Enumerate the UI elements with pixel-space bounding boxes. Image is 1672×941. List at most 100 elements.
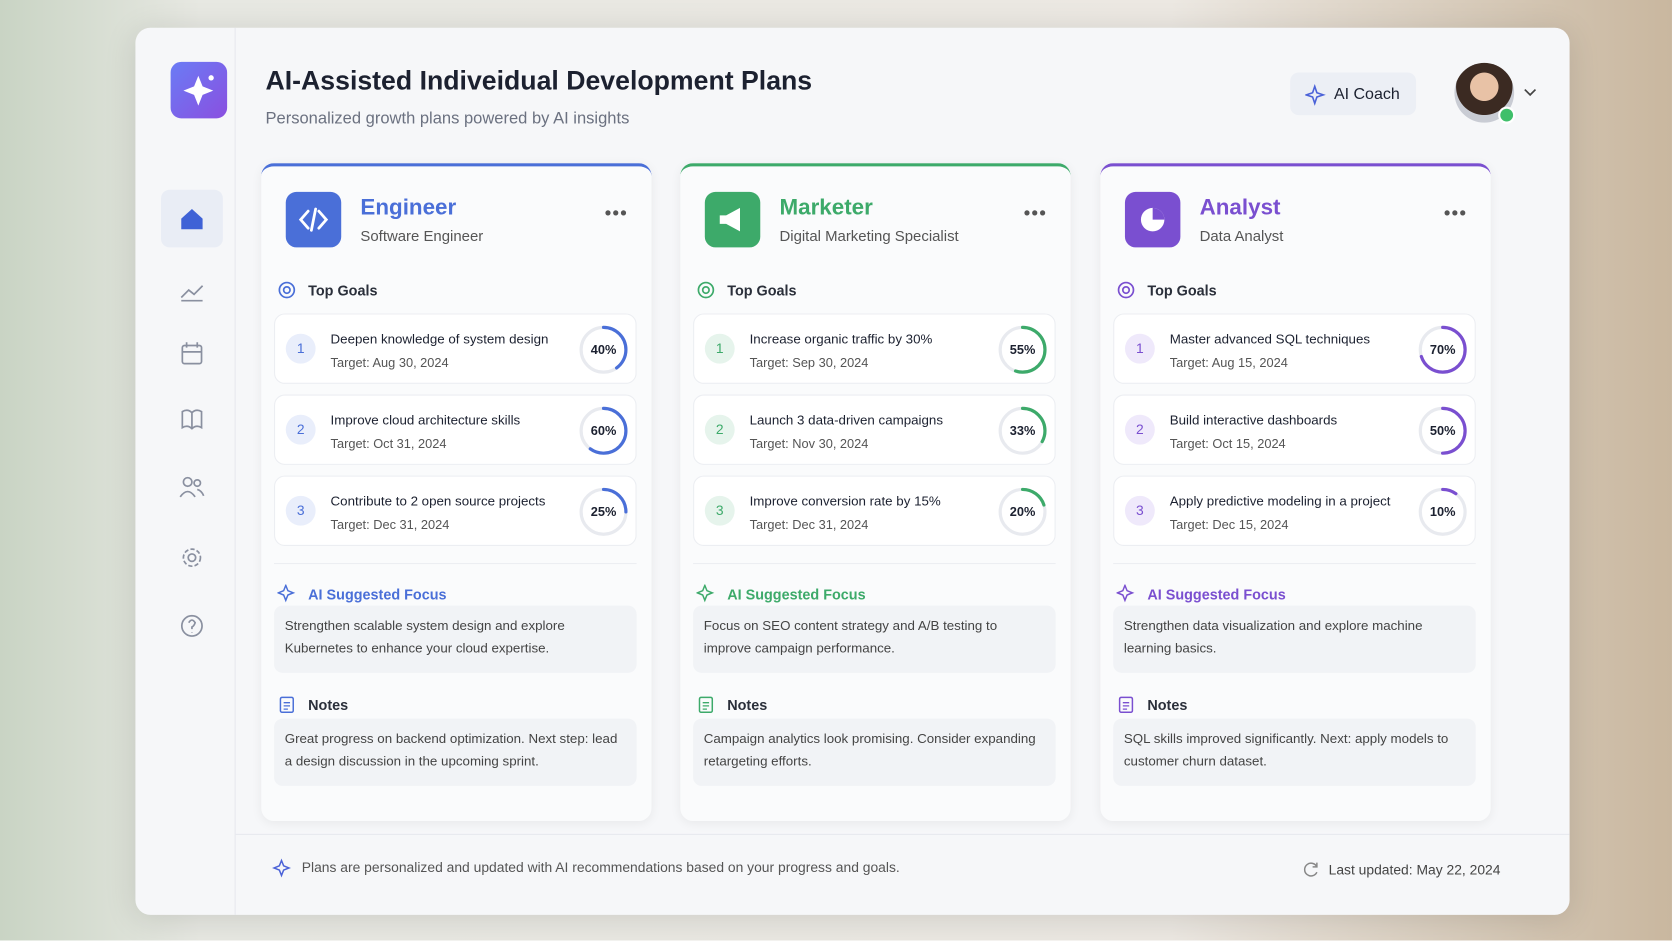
goal-number: 1 (704, 333, 735, 364)
focus-text: Strengthen scalable system design and ex… (274, 605, 637, 673)
notes-label: Notes (727, 697, 768, 714)
divider (1113, 563, 1476, 565)
card-menu[interactable]: ••• (604, 202, 628, 224)
goal-row: 2 Launch 3 data-driven campaigns Target: N… (693, 394, 1056, 465)
ring-label: 50% (1430, 423, 1456, 438)
notes-icon (279, 696, 294, 714)
goal-number: 2 (704, 414, 735, 445)
role-glyph (298, 207, 329, 232)
progress-ring: 70% (1418, 325, 1467, 374)
notes-icon (1118, 696, 1134, 714)
focus-icon (696, 584, 715, 603)
notes-text: Great progress on backend optimization. … (274, 718, 637, 786)
ring-progress (579, 325, 628, 374)
card-menu[interactable]: ••• (1023, 202, 1048, 224)
ring-progress (998, 406, 1047, 455)
ring-label: 55% (1010, 342, 1036, 357)
goal-target: Target: Dec 31, 2024 (749, 517, 869, 533)
focus-label: AI Suggested Focus (727, 586, 866, 603)
ring-progress (1418, 487, 1467, 536)
card-menu[interactable]: ••• (1443, 202, 1468, 224)
progress-ring: 20% (998, 487, 1047, 536)
refresh-icon (1304, 862, 1318, 877)
notes-text: Campaign analytics look promising. Consi… (693, 718, 1056, 786)
ring-label: 60% (591, 423, 617, 438)
progress-ring: 33% (998, 406, 1047, 455)
last-updated: Last updated: May 22, 2024 (1328, 861, 1501, 878)
goal-text: Improve conversion rate by 15% (749, 493, 941, 509)
goal-text: Deepen knowledge of system design (330, 331, 549, 347)
goal-target: Target: Dec 31, 2024 (330, 517, 450, 533)
goal-text: Master advanced SQL techniques (1169, 331, 1371, 347)
goal-number: 2 (1124, 414, 1155, 445)
goal-target: Target: Aug 15, 2024 (1169, 355, 1288, 371)
role-glyph (719, 207, 741, 233)
ai-coach-button[interactable]: AI Coach (1290, 72, 1417, 116)
ring-progress (998, 325, 1047, 374)
role-icon (704, 191, 761, 248)
sidebar (135, 27, 236, 915)
ring-label: 20% (1010, 504, 1036, 519)
goal-target: Target: Dec 15, 2024 (1169, 517, 1289, 533)
goal-number: 1 (285, 333, 316, 364)
goal-target: Target: Oct 15, 2024 (1169, 436, 1286, 452)
focus-text: Strengthen data visualization and explor… (1113, 605, 1476, 673)
plan-card: Engineer Software Engineer ••• Top Goals 1 De… (261, 163, 652, 822)
role-title: Software Engineer (360, 227, 484, 245)
goal-number: 3 (285, 495, 316, 526)
app-logo[interactable] (170, 61, 228, 119)
role-glyph (1140, 207, 1165, 232)
notes-icon (698, 696, 714, 714)
goal-target: Target: Nov 30, 2024 (749, 436, 869, 452)
goal-text: Increase organic traffic by 30% (749, 331, 933, 347)
focus-icon (277, 584, 296, 603)
goal-row: 1 Master advanced SQL techniques Target: A… (1113, 313, 1476, 384)
goal-row: 1 Deepen knowledge of system design Target… (274, 313, 637, 384)
goals-label: Top Goals (1147, 282, 1217, 299)
page-title: AI-Assisted Indiveidual Development Plan… (265, 66, 813, 96)
goals-icon (697, 281, 715, 299)
footer-divider (235, 833, 1570, 835)
focus-text: Focus on SEO content strategy and A/B te… (693, 605, 1056, 673)
notes-label: Notes (308, 697, 349, 714)
goal-target: Target: Oct 31, 2024 (330, 436, 447, 452)
goals-label: Top Goals (727, 282, 797, 299)
plan-card: Analyst Data Analyst ••• Top Goals 1 Master a… (1100, 163, 1491, 822)
ring-label: 70% (1430, 342, 1456, 357)
avatar-dropdown[interactable] (1523, 87, 1538, 98)
role-name: Engineer (360, 195, 457, 220)
ring-progress (579, 487, 628, 536)
status-dot (1498, 106, 1516, 124)
goal-number: 2 (285, 414, 316, 445)
goal-number: 1 (1124, 333, 1155, 364)
nav-home[interactable] (161, 189, 223, 248)
goal-row: 2 Build interactive dashboards Target: Oct… (1113, 394, 1476, 465)
ring-label: 33% (1010, 423, 1036, 438)
goal-text: Improve cloud architecture skills (330, 412, 521, 428)
ring-label: 40% (591, 342, 617, 357)
sparkle-icon (1305, 84, 1326, 106)
goal-row: 3 Contribute to 2 open source projects Tar… (274, 475, 637, 546)
goal-target: Target: Aug 30, 2024 (330, 355, 449, 371)
logo-icon (183, 75, 214, 106)
progress-ring: 55% (998, 325, 1047, 374)
divider (274, 563, 637, 565)
role-icon (285, 191, 342, 248)
goal-number: 3 (704, 495, 735, 526)
goal-text: Build interactive dashboards (1169, 412, 1338, 428)
goals-icon (1117, 281, 1135, 299)
goal-target: Target: Sep 30, 2024 (749, 355, 869, 371)
progress-ring: 10% (1418, 487, 1467, 536)
goal-text: Launch 3 data-driven campaigns (749, 412, 944, 428)
role-title: Digital Marketing Specialist (779, 227, 959, 245)
focus-label: AI Suggested Focus (308, 586, 447, 603)
ring-label: 25% (591, 504, 617, 519)
divider (693, 563, 1056, 565)
goals-icon (278, 281, 296, 299)
goal-row: 3 Apply predictive modeling in a project T… (1113, 475, 1476, 546)
goal-text: Contribute to 2 open source projects (330, 493, 546, 509)
nav-icons[interactable] (161, 262, 223, 689)
notes-text: SQL skills improved significantly. Next:… (1113, 718, 1476, 786)
